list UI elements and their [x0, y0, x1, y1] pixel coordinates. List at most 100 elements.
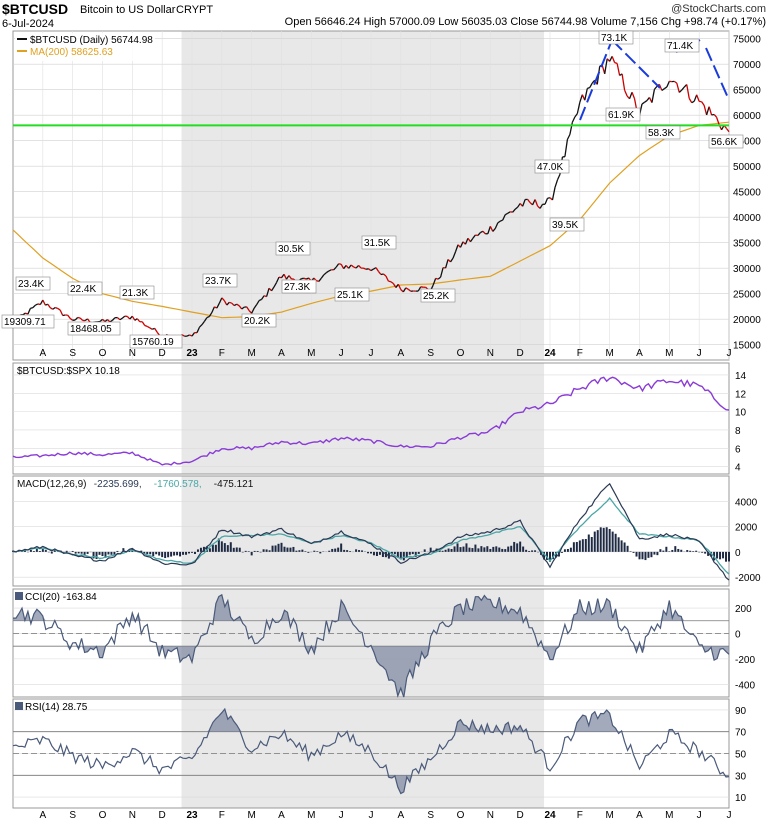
- price-annotation: 23.4K: [18, 279, 44, 290]
- price-annotation: 58.3K: [648, 128, 674, 139]
- x-axis-label: J: [697, 348, 702, 359]
- cci-legend-swatch: [15, 592, 23, 600]
- x-axis-label: M: [605, 348, 613, 359]
- x-axis-label: S: [69, 810, 76, 821]
- panel-1-y-tick: 10: [735, 408, 747, 419]
- ratio-legend: $BTCUSD:$SPX 10.18: [17, 366, 120, 377]
- x-axis-label: J: [697, 810, 702, 821]
- price-y-tick: 45000: [733, 188, 761, 199]
- chart-instrument-name: Bitcoin to US Dollar: [80, 4, 176, 16]
- panel-4-y-tick: 10: [735, 793, 747, 804]
- x-axis-label: M: [605, 810, 613, 821]
- x-axis-label: A: [397, 810, 404, 821]
- price-annotation: 56.6K: [711, 137, 737, 148]
- x-axis-label: J: [369, 348, 374, 359]
- price-annotation: 25.1K: [337, 290, 363, 301]
- x-axis-label: A: [278, 348, 285, 359]
- panel-3-y-tick: 200: [735, 604, 752, 615]
- x-axis-label: J: [727, 348, 732, 359]
- x-axis-label: A: [397, 348, 404, 359]
- price-annotation: 22.4K: [70, 284, 96, 295]
- x-axis-label: J: [369, 810, 374, 821]
- x-axis-label: A: [636, 348, 643, 359]
- price-annotation: 21.3K: [122, 288, 148, 299]
- macd-legend-entry: -1760.578,: [154, 479, 202, 490]
- price-annotation: 31.5K: [364, 238, 390, 249]
- x-axis-label: O: [457, 810, 465, 821]
- x-axis-label: M: [247, 810, 255, 821]
- x-axis-label: S: [427, 810, 434, 821]
- x-axis-label: F: [219, 810, 225, 821]
- x-axis-label: F: [577, 348, 583, 359]
- price-annotation: 20.2K: [244, 316, 270, 327]
- panel-3-y-tick: 0: [735, 629, 741, 640]
- price-y-tick: 75000: [733, 35, 761, 46]
- price-segment: [30, 308, 32, 309]
- chart-panels: 7500070000650006000055000500004500040000…: [2, 31, 761, 821]
- x-axis-label: J: [727, 810, 732, 821]
- panel-4-y-tick: 50: [735, 750, 747, 761]
- price-annotation: 23.7K: [205, 276, 231, 287]
- price-annotation: 27.3K: [284, 282, 310, 293]
- x-axis-label: N: [487, 348, 494, 359]
- rsi-legend-swatch: [15, 702, 23, 710]
- price-legend-entry: MA(200) 58625.63: [30, 47, 113, 58]
- x-axis-label: O: [99, 348, 107, 359]
- x-axis-label: 24: [544, 348, 556, 359]
- panel-2-shade-2023: [182, 476, 544, 586]
- panel-1-shade-2023: [182, 363, 544, 474]
- x-axis-label: M: [665, 348, 673, 359]
- panel-2-y-tick: 4000: [735, 497, 758, 508]
- price-segment: [229, 302, 231, 303]
- price-segment: [615, 63, 617, 64]
- price-segment: [436, 278, 438, 279]
- price-y-tick: 35000: [733, 239, 761, 250]
- panel-2-y-tick: 2000: [735, 523, 758, 534]
- price-annotation: 25.2K: [423, 291, 449, 302]
- x-axis-label: M: [247, 348, 255, 359]
- x-axis-label: N: [129, 348, 136, 359]
- x-axis-label: D: [517, 810, 524, 821]
- price-y-tick: 60000: [733, 111, 761, 122]
- panel-1-y-tick: 6: [735, 444, 741, 455]
- price-annotation: 47.0K: [537, 162, 563, 173]
- price-y-tick: 25000: [733, 290, 761, 301]
- price-legend-entry: $BTCUSD (Daily) 56744.98: [30, 35, 153, 46]
- panel-1-y-tick: 4: [735, 463, 741, 474]
- price-annotation: 15760.19: [132, 337, 174, 348]
- panel-1-y-tick: 8: [735, 426, 741, 437]
- macd-legend-entry: MACD(12,26,9): [17, 479, 86, 490]
- x-axis-label: D: [517, 348, 524, 359]
- panel-0-shade-2023: [182, 31, 544, 360]
- panel-2-y-tick: -2000: [735, 573, 761, 584]
- macd-legend-entry: -2235.699,: [94, 479, 142, 490]
- price-annotation: 73.1K: [601, 33, 627, 44]
- x-axis-label: 23: [186, 348, 198, 359]
- price-y-tick: 40000: [733, 213, 761, 224]
- price-segment: [304, 278, 306, 279]
- price-segment: [145, 325, 147, 326]
- price-y-tick: 15000: [733, 341, 761, 352]
- chart-exchange: CRYPT: [176, 4, 213, 16]
- x-axis-label: 24: [544, 810, 556, 821]
- cci-legend: CCI(20) -163.84: [25, 592, 97, 603]
- x-axis-label: O: [99, 810, 107, 821]
- chart-date: 6-Jul-2024: [2, 18, 54, 30]
- panel-3-y-tick: -400: [735, 680, 755, 691]
- x-axis-label: S: [69, 348, 76, 359]
- x-axis-label: M: [665, 810, 673, 821]
- price-annotation: 61.9K: [608, 110, 634, 121]
- x-axis-label: A: [39, 810, 46, 821]
- panel-2-y-tick: 0: [735, 548, 741, 559]
- panel-1-y-tick: 12: [735, 389, 747, 400]
- quote-summary: Open 56646.24 High 57000.09 Low 56035.03…: [285, 16, 766, 28]
- x-axis-label: D: [159, 810, 166, 821]
- price-annotation: 71.4K: [667, 41, 693, 52]
- x-axis-label: A: [636, 810, 643, 821]
- x-axis-label: N: [129, 810, 136, 821]
- panel-4-y-tick: 70: [735, 728, 747, 739]
- panel-4-y-tick: 30: [735, 771, 747, 782]
- x-axis-label: M: [307, 810, 315, 821]
